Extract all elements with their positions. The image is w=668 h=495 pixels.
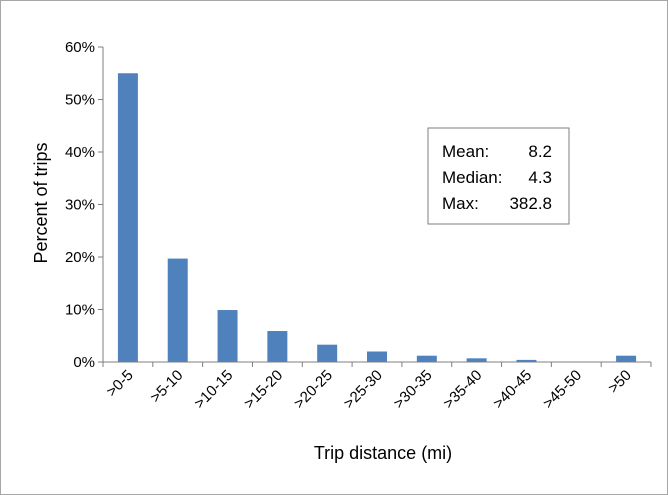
bar (167, 258, 188, 362)
x-tick-label: >10-15 (191, 367, 236, 412)
max-value: 382.8 (509, 194, 552, 213)
y-tick-label: 30% (65, 197, 95, 214)
x-tick-label: >45-50 (540, 367, 585, 412)
y-tick-label: 10% (65, 302, 95, 319)
x-tick-label: >30-35 (390, 367, 435, 412)
median-label: Median: (442, 168, 502, 187)
stats-box: Mean: 8.2 Median: 4.3 Max: 382.8 (427, 127, 570, 225)
x-tick-label: >50 (605, 367, 635, 397)
x-tick-label: >25-30 (340, 367, 385, 412)
y-tick-label: 50% (65, 92, 95, 109)
mean-value: 8.2 (528, 142, 552, 161)
bar (516, 359, 537, 362)
bar (367, 351, 387, 362)
x-tick-label: >35-40 (440, 367, 485, 412)
bar (317, 344, 338, 362)
x-tick-label: >20-25 (291, 367, 336, 412)
y-tick-label: 0% (73, 354, 95, 371)
bar (117, 73, 138, 362)
y-tick-labels: 0% 10% 20% 30% 40% 50% 60% (65, 39, 95, 371)
bar (616, 355, 637, 362)
y-tick-label: 20% (65, 249, 95, 266)
bar (267, 331, 288, 362)
x-tick-marks (102, 362, 652, 367)
median-value: 4.3 (528, 168, 552, 187)
y-tick-label: 60% (65, 39, 95, 56)
stats-box-border (427, 127, 570, 225)
bars (117, 73, 637, 362)
x-tick-label: >5-10 (147, 367, 186, 406)
x-axis-title: Trip distance (mi) (314, 443, 452, 463)
bar (416, 355, 437, 362)
x-tick-label: >0-5 (103, 367, 137, 401)
x-tick-label: >15-20 (241, 367, 286, 412)
y-tick-label: 40% (65, 144, 95, 161)
x-tick-label: >40-45 (490, 367, 535, 412)
bar (217, 310, 238, 362)
bar (466, 358, 487, 362)
max-label: Max: (442, 194, 479, 213)
x-tick-labels: >0-5 >5-10 >10-15 >15-20 >20-25 >25-30 >30-35 >… (103, 367, 635, 412)
mean-label: Mean: (442, 142, 489, 161)
y-tick-marks (98, 46, 103, 363)
y-axis-title: Percent of trips (31, 142, 51, 263)
